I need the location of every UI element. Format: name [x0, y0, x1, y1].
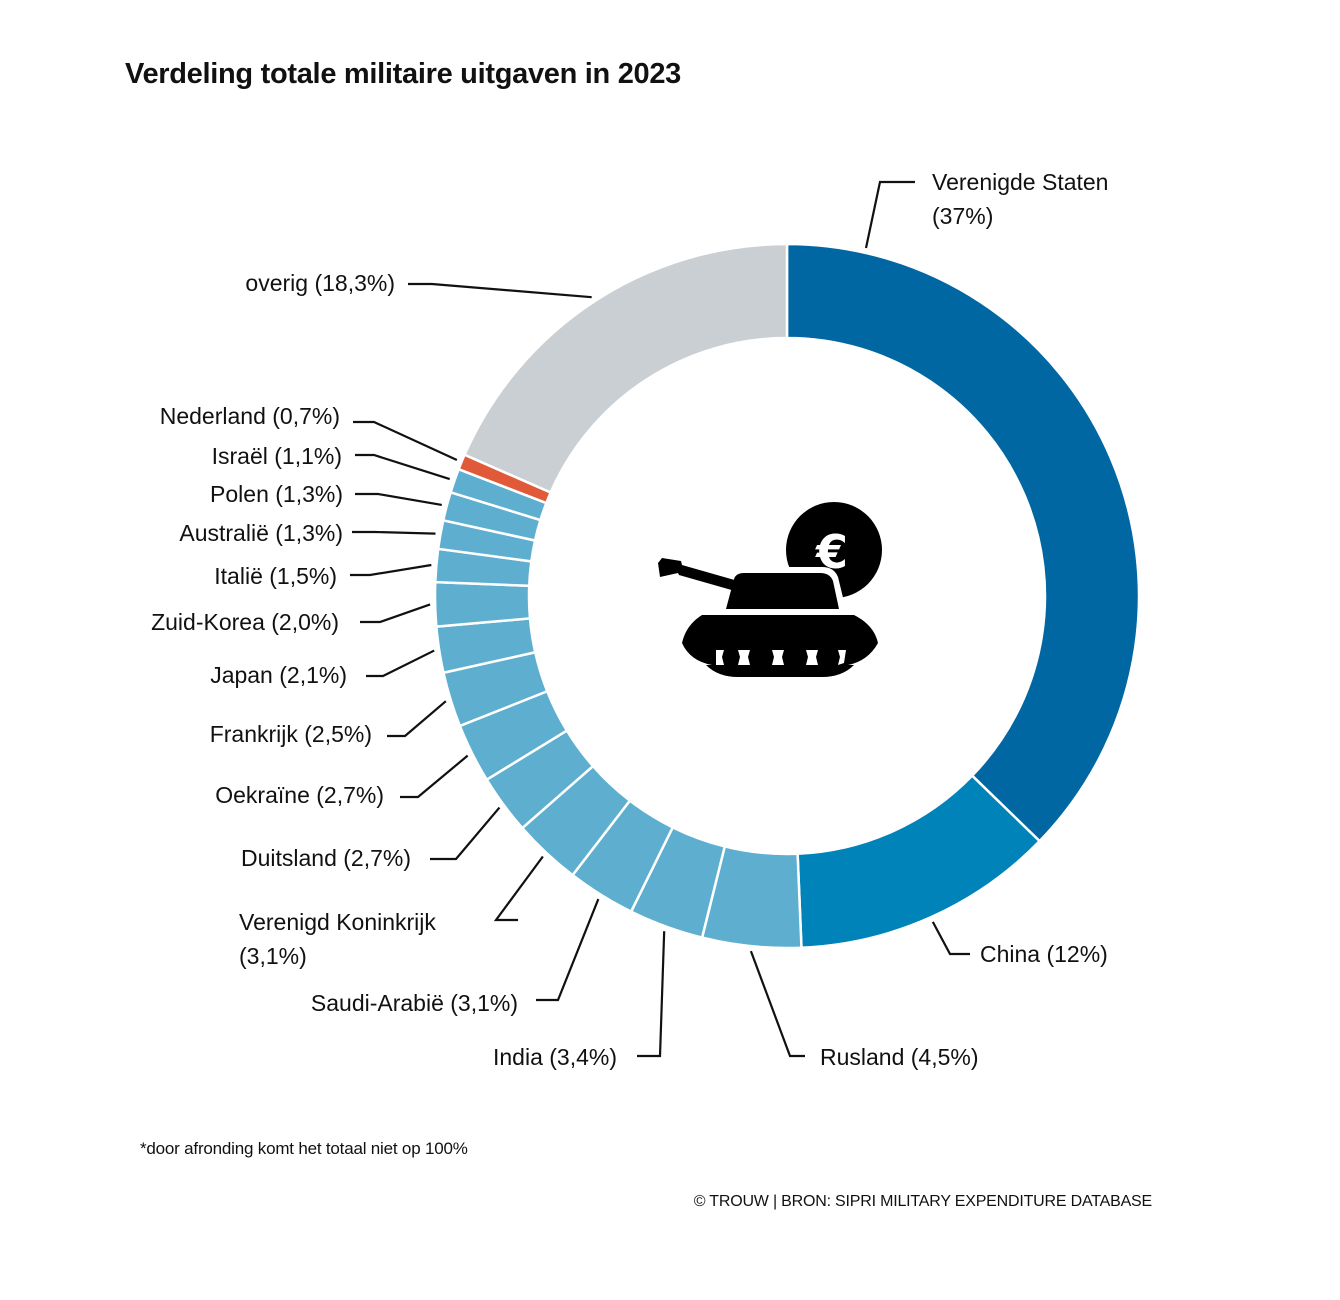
footnote: *door afronding komt het totaal niet op …: [140, 1139, 468, 1158]
leader-line-overig: [408, 282, 592, 299]
leader-line-polen: [355, 492, 442, 507]
donut-slices: [433, 242, 1141, 950]
leader-line-italië: [350, 563, 432, 577]
slice-labels: Verenigde Staten (37%) China (12%) Rusland …: [151, 169, 1108, 1070]
leader-line-rusland: [749, 950, 805, 1058]
slice-label-india: India (3,4%): [493, 1044, 617, 1070]
source-credit: © TROUW | BRON: SIPRI MILITARY EXPENDITU…: [693, 1193, 1152, 1210]
slice-label-saudi-arabië: Saudi-Arabië (3,1%): [311, 990, 518, 1016]
slice-label-china: China (12%): [980, 941, 1108, 967]
slice-label-overig: overig (18,3%): [245, 270, 395, 296]
slice-label-rusland: Rusland (4,5%): [820, 1044, 979, 1070]
slice-label-duitsland: Duitsland (2,7%): [241, 845, 411, 871]
slice-label-israël: Israël (1,1%): [212, 443, 342, 469]
leader-line-china: [931, 921, 970, 956]
slice-label-verenigde-staten: Verenigde Staten: [932, 169, 1108, 195]
slice-label-italië: Italië (1,5%): [214, 563, 337, 589]
leader-line-duitsland: [430, 806, 501, 861]
leader-line-japan: [366, 649, 435, 678]
leader-line-oekraïne: [400, 754, 469, 799]
slice-label-verenigd-koninkrijk: Verenigd Koninkrijk: [239, 909, 436, 935]
slice-label-australië: Australië (1,3%): [179, 520, 343, 546]
slice-label-value-verenigd-koninkrijk: (3,1%): [239, 943, 307, 969]
slice-verenigde-staten: [785, 242, 1141, 843]
leader-line-verenigde-staten: [864, 180, 915, 249]
tank-with-euro-coin-icon: €: [658, 502, 882, 677]
slice-label-zuid-korea: Zuid-Korea (2,0%): [151, 609, 339, 635]
leader-line-australië: [352, 530, 436, 535]
slice-overig: [462, 242, 789, 495]
leader-line-saudi-arabië: [536, 898, 600, 1002]
leader-line-zuid-korea: [360, 603, 431, 624]
slice-zuid-korea: [433, 580, 532, 628]
slice-label-oekraïne: Oekraïne (2,7%): [215, 782, 384, 808]
leader-line-nederland: [353, 420, 458, 462]
leader-line-india: [637, 931, 666, 1058]
slice-label-nederland: Nederland (0,7%): [160, 403, 340, 429]
slice-label-value-verenigde-staten: (37%): [932, 203, 993, 229]
leader-lines: [350, 180, 970, 1058]
slice-label-frankrijk: Frankrijk (2,5%): [210, 721, 372, 747]
slice-label-polen: Polen (1,3%): [210, 481, 343, 507]
chart-title: Verdeling totale militaire uitgaven in 2…: [125, 58, 682, 90]
leader-line-frankrijk: [387, 700, 447, 738]
leader-line-verenigd-koninkrijk: [493, 855, 544, 922]
leader-line-israël: [355, 453, 451, 481]
slice-label-japan: Japan (2,1%): [210, 662, 347, 688]
